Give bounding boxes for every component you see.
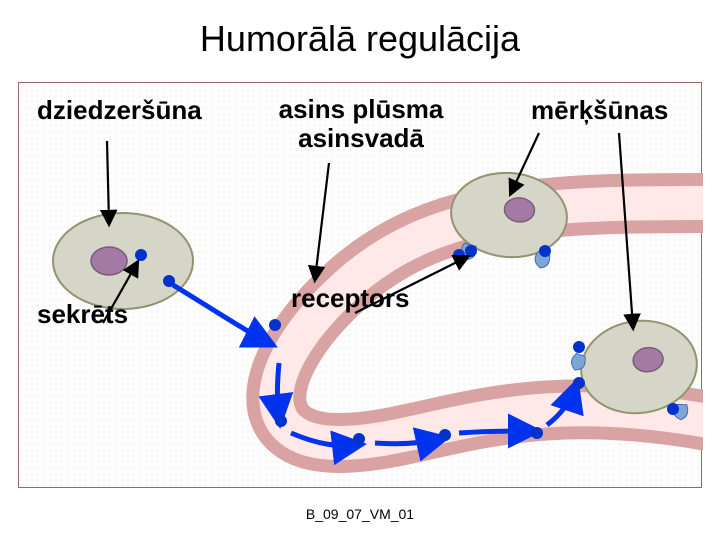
- label-secreted: sekrēts: [37, 299, 128, 330]
- label-gland-cell: dziedzeršūna: [37, 95, 202, 126]
- label-target-cells: mērķšūnas: [531, 95, 668, 126]
- page-title: Humorālā regulācija: [0, 18, 720, 60]
- diagram-frame: dziedzeršūna asins plūsma asinsvadā mērķ…: [18, 82, 702, 488]
- gland-cell: [53, 213, 193, 309]
- label-blood-flow-line2: asinsvadā: [298, 123, 424, 153]
- label-blood-flow-line1: asins plūsma: [279, 94, 444, 124]
- footer-code: B_09_07_VM_01: [0, 506, 720, 522]
- label-blood-flow: asins plūsma asinsvadā: [251, 95, 471, 152]
- label-receptors: receptors: [291, 283, 410, 314]
